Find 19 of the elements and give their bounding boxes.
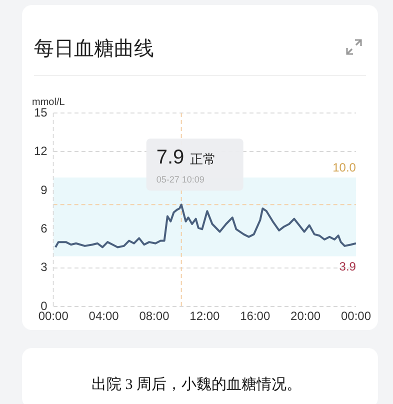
annotation: 10.0 bbox=[332, 160, 356, 175]
annotation: 7.9 bbox=[156, 146, 184, 169]
x-tick-label: 16:00 bbox=[240, 309, 270, 324]
x-tick-label: 08:00 bbox=[139, 309, 170, 324]
y-tick-label: 15 bbox=[34, 105, 48, 120]
y-tick-label: 12 bbox=[34, 144, 48, 158]
text: 出院 3 周后，小魏的血糖情况。 bbox=[90, 376, 302, 394]
y-tick-label: 9 bbox=[40, 182, 48, 197]
annotation: 3.9 bbox=[339, 259, 356, 274]
x-tick-label: 20:00 bbox=[290, 309, 321, 324]
chart-title: 每日血糖曲线 bbox=[34, 37, 154, 62]
annotation: 05-27 10:09 bbox=[156, 174, 204, 185]
annotation: 正常 bbox=[190, 152, 216, 167]
y-tick-label: 3 bbox=[40, 260, 48, 274]
x-tick-label: 00:00 bbox=[340, 309, 372, 324]
y-axis-title: mmol/L bbox=[32, 96, 66, 108]
x-tick-label: 12:00 bbox=[190, 309, 220, 324]
x-tick-label: 04:00 bbox=[88, 309, 120, 324]
y-tick-label: 6 bbox=[40, 221, 48, 236]
